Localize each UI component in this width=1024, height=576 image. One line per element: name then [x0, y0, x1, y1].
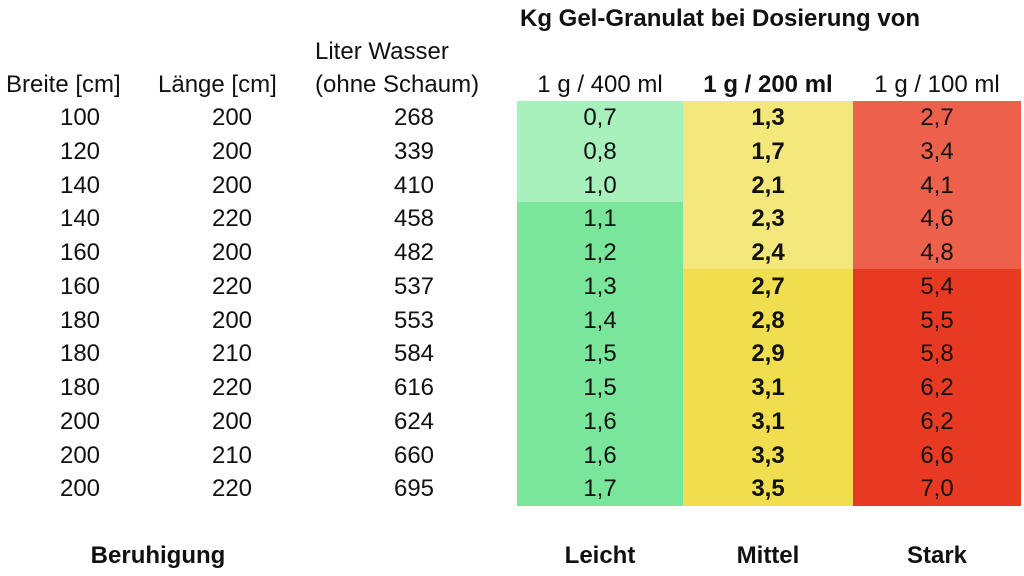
cell-leicht: 1,5 [583, 374, 617, 401]
footer-mittel: Mittel [736, 542, 800, 569]
cell-liter: 553 [393, 306, 435, 334]
table-title: Kg Gel-Granulat bei Dosierung von [520, 5, 921, 32]
cell-liter: 482 [393, 239, 435, 266]
cell-leicht: 1,0 [583, 171, 617, 199]
cell-stark: 7,0 [920, 475, 954, 503]
cell-breite: 100 [59, 104, 101, 131]
cell-liter: 660 [393, 441, 435, 469]
cell-stark: 3,4 [920, 137, 954, 165]
cell-mittel: 2,3 [751, 205, 785, 233]
cell-liter: 268 [393, 104, 435, 131]
cell-leicht: 1,1 [583, 205, 617, 233]
cell-stark: 4,1 [920, 171, 954, 199]
cell-mittel: 3,3 [751, 441, 785, 469]
stark-band-light [853, 101, 1021, 269]
cell-liter: 458 [393, 205, 435, 233]
stark-band-dark [853, 269, 1021, 506]
cell-mittel: 3,5 [751, 475, 785, 503]
cell-liter: 410 [393, 171, 435, 199]
cell-mittel: 2,8 [751, 306, 785, 334]
cell-liter: 624 [393, 407, 435, 435]
cell-laenge: 200 [211, 137, 253, 165]
cell-breite: 140 [59, 171, 101, 199]
cell-leicht: 0,7 [583, 104, 617, 131]
cell-mittel: 1,3 [751, 104, 785, 131]
cell-stark: 6,6 [920, 441, 954, 469]
footer-beruhigung: Beruhigung [90, 542, 226, 569]
cell-liter: 537 [393, 272, 435, 300]
header-dose-200: 1 g / 200 ml [703, 71, 833, 98]
cell-laenge: 220 [211, 475, 253, 503]
cell-stark: 5,8 [920, 340, 954, 368]
cell-breite: 200 [59, 407, 101, 435]
cell-breite: 120 [59, 137, 101, 165]
cell-laenge: 220 [211, 374, 253, 401]
cell-liter: 616 [393, 374, 435, 401]
header-breite: Breite [cm] [6, 71, 121, 98]
cell-stark: 4,6 [920, 205, 954, 233]
cell-mittel: 1,7 [751, 137, 785, 165]
cell-liter: 339 [393, 137, 435, 165]
cell-leicht: 1,2 [583, 239, 617, 266]
header-dose-100: 1 g / 100 ml [874, 71, 1000, 98]
cell-breite: 200 [59, 441, 101, 469]
leicht-band-dark [517, 202, 683, 506]
cell-mittel: 3,1 [751, 407, 785, 435]
cell-leicht: 0,8 [583, 137, 617, 165]
cell-laenge: 200 [211, 306, 253, 334]
cell-laenge: 220 [211, 272, 253, 300]
footer-stark: Stark [906, 542, 968, 569]
footer-leicht: Leicht [564, 542, 636, 569]
cell-laenge: 200 [211, 171, 253, 199]
cell-breite: 140 [59, 205, 101, 233]
cell-leicht: 1,7 [583, 475, 617, 503]
header-dose-400: 1 g / 400 ml [537, 71, 663, 98]
cell-laenge: 210 [211, 340, 253, 368]
cell-mittel: 2,1 [751, 171, 785, 199]
cell-stark: 5,4 [920, 272, 954, 300]
cell-leicht: 1,6 [583, 407, 617, 435]
cell-laenge: 210 [211, 441, 253, 469]
cell-leicht: 1,4 [583, 306, 617, 334]
cell-stark: 6,2 [920, 407, 954, 435]
header-laenge: Länge [cm] [158, 71, 277, 98]
cell-mittel: 2,4 [751, 239, 785, 266]
cell-laenge: 220 [211, 205, 253, 233]
cell-breite: 200 [59, 475, 101, 503]
mittel-band-light [683, 101, 853, 269]
cell-leicht: 1,6 [583, 441, 617, 469]
cell-laenge: 200 [211, 407, 253, 435]
cell-breite: 180 [59, 306, 101, 334]
cell-stark: 2,7 [920, 104, 954, 131]
cell-breite: 160 [59, 239, 101, 266]
cell-liter: 584 [393, 340, 435, 368]
header-liter-line2: (ohne Schaum) [315, 71, 480, 98]
cell-leicht: 1,3 [583, 272, 617, 300]
cell-laenge: 200 [211, 104, 253, 131]
cell-breite: 160 [59, 272, 101, 300]
header-liter-line1: Liter Wasser [315, 38, 449, 65]
cell-liter: 695 [393, 475, 435, 503]
cell-stark: 4,8 [920, 239, 954, 266]
cell-breite: 180 [59, 340, 101, 368]
cell-breite: 180 [59, 374, 101, 401]
cell-stark: 6,2 [920, 374, 954, 401]
cell-laenge: 200 [211, 239, 253, 266]
cell-leicht: 1,5 [583, 340, 617, 368]
cell-mittel: 2,9 [751, 340, 785, 368]
cell-mittel: 2,7 [751, 272, 785, 300]
cell-mittel: 3,1 [751, 374, 785, 401]
leicht-band-light [517, 101, 683, 202]
cell-stark: 5,5 [920, 306, 954, 334]
mittel-band-dark [683, 269, 853, 506]
